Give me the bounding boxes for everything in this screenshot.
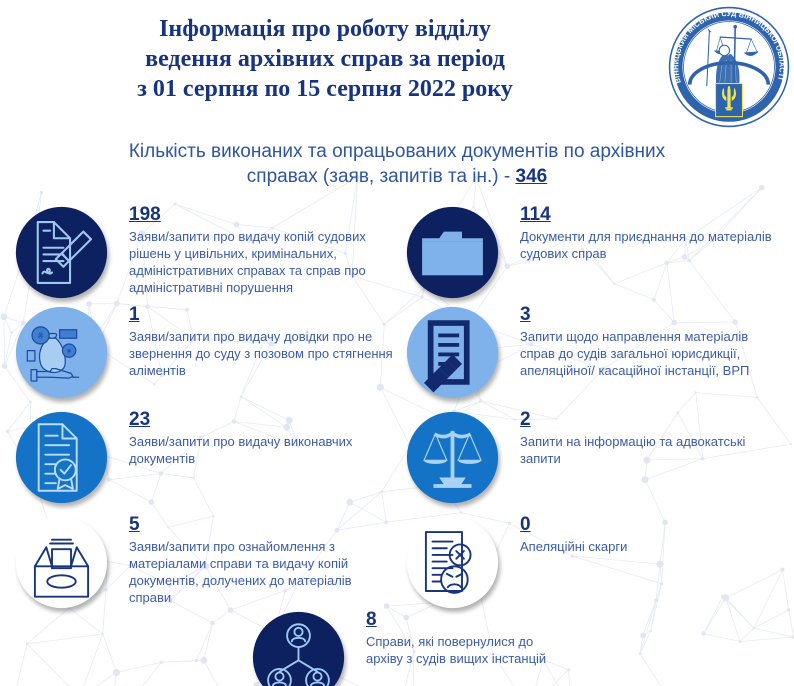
svg-text:₴: ₴ [67, 348, 71, 355]
svg-text:₴: ₴ [38, 330, 43, 340]
